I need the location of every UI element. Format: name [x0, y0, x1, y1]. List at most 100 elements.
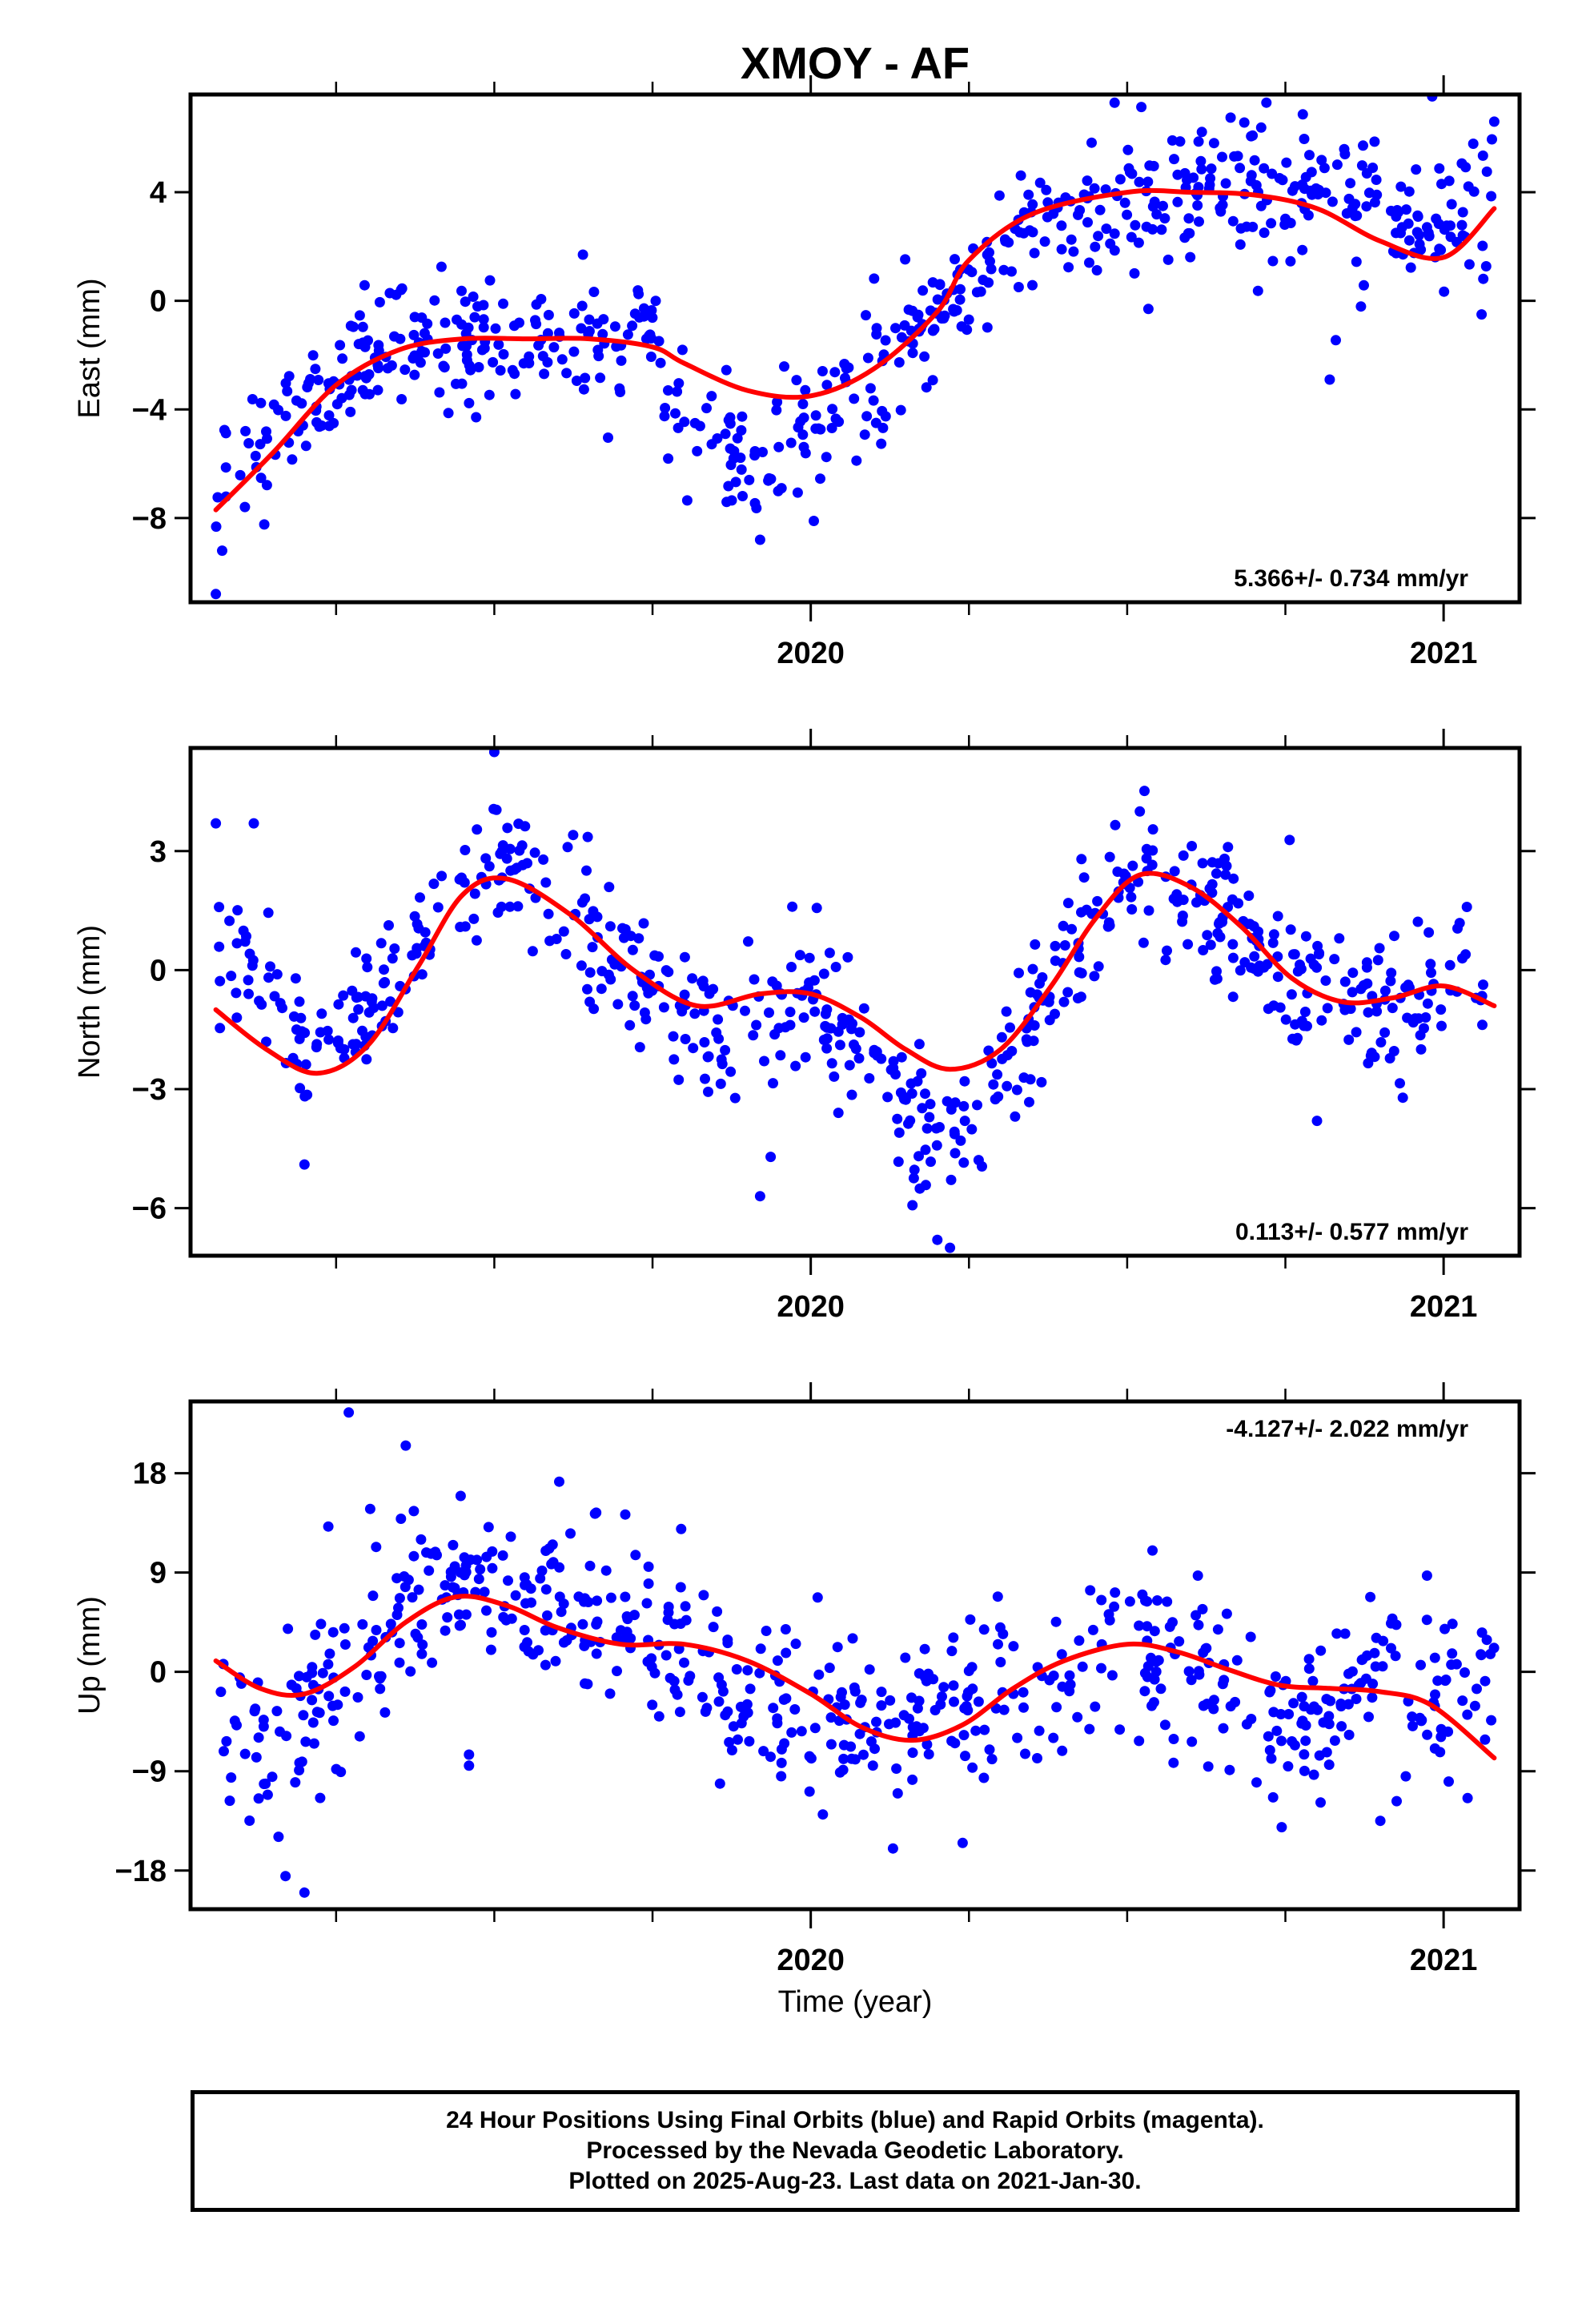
- data-point: [720, 428, 731, 440]
- data-point: [1138, 937, 1149, 948]
- data-point: [1186, 1675, 1197, 1686]
- data-point: [261, 480, 272, 491]
- data-point: [1235, 239, 1246, 250]
- data-point: [1142, 176, 1154, 187]
- data-point: [1486, 191, 1497, 202]
- data-point: [287, 454, 298, 465]
- data-point: [239, 501, 251, 513]
- data-point: [849, 1039, 859, 1050]
- data-point: [1197, 1603, 1208, 1614]
- data-point: [715, 1078, 726, 1089]
- data-point: [800, 384, 811, 396]
- data-point: [1322, 1003, 1333, 1014]
- data-point: [1422, 1729, 1433, 1740]
- data-point: [948, 1680, 959, 1691]
- data-point: [931, 1140, 942, 1151]
- data-point-outlier: [1476, 309, 1488, 320]
- data-point: [955, 1135, 966, 1146]
- data-point: [959, 1116, 970, 1127]
- data-point: [333, 999, 344, 1010]
- data-point: [351, 992, 362, 1003]
- data-point: [1090, 1701, 1101, 1712]
- data-point: [962, 324, 973, 336]
- data-point: [486, 1626, 497, 1638]
- data-point: [1105, 238, 1116, 249]
- data-point: [995, 1657, 1006, 1667]
- data-point: [621, 1632, 632, 1643]
- data-point: [738, 1711, 749, 1722]
- data-point: [921, 382, 932, 393]
- data-point: [247, 960, 258, 971]
- data-point: [576, 323, 587, 334]
- data-point: [310, 1629, 321, 1640]
- data-point: [589, 1508, 600, 1519]
- data-point: [1303, 1654, 1315, 1665]
- data-point: [1146, 1700, 1157, 1711]
- data-point: [712, 1606, 723, 1617]
- data-point: [663, 385, 673, 396]
- data-point: [1096, 1663, 1106, 1674]
- processing-note-box: 24 Hour Positions Using Final Orbits (bl…: [191, 2090, 1520, 2212]
- data-point: [290, 1777, 301, 1788]
- data-point: [692, 445, 703, 456]
- data-point: [1411, 164, 1422, 175]
- data-point: [838, 1753, 849, 1764]
- data-point: [1012, 1732, 1023, 1743]
- data-point: [317, 1667, 328, 1679]
- data-point: [1308, 1769, 1319, 1780]
- data-point: [1415, 1712, 1425, 1723]
- plot-area-east: [211, 94, 1500, 600]
- data-point: [471, 935, 482, 946]
- data-point: [439, 362, 450, 373]
- data-point: [789, 1704, 801, 1715]
- data-point: [792, 487, 803, 498]
- data-point: [724, 1737, 735, 1747]
- data-point: [700, 1073, 710, 1084]
- data-point: [1133, 237, 1144, 248]
- data-point: [827, 404, 838, 415]
- data-point: [1141, 843, 1152, 854]
- data-point: [934, 279, 946, 291]
- data-point: [904, 1713, 914, 1724]
- data-point: [865, 383, 876, 394]
- data-point: [255, 397, 267, 408]
- data-point: [767, 976, 778, 987]
- data-point: [994, 1622, 1006, 1633]
- data-point: [1122, 144, 1134, 155]
- data-point: [1457, 207, 1468, 218]
- data-point: [990, 1094, 1001, 1105]
- data-point: [540, 1584, 552, 1595]
- data-point: [728, 453, 739, 464]
- data-point: [212, 492, 223, 503]
- data-point: [699, 1037, 710, 1047]
- data-point: [834, 1039, 845, 1051]
- data-point: [273, 1831, 284, 1843]
- data-point: [1227, 215, 1239, 227]
- y-tick-label: −18: [115, 1855, 167, 1888]
- data-point: [1106, 1670, 1118, 1681]
- data-point: [1374, 943, 1385, 954]
- fit-curve-north: [213, 870, 1497, 1076]
- data-point: [576, 960, 587, 971]
- data-point: [1366, 1047, 1377, 1059]
- data-point: [1056, 220, 1067, 231]
- data-point: [1186, 841, 1198, 851]
- data-point: [1397, 1092, 1408, 1104]
- data-point: [740, 1005, 750, 1016]
- data-point: [456, 285, 467, 296]
- data-point: [1343, 1729, 1355, 1740]
- data-point: [993, 1638, 1003, 1650]
- data-point: [1143, 905, 1154, 916]
- data-point: [1447, 1618, 1458, 1630]
- data-point: [817, 366, 828, 376]
- data-point: [359, 279, 370, 291]
- data-point: [475, 1564, 486, 1575]
- data-point: [1064, 1670, 1075, 1681]
- data-point: [1207, 857, 1218, 868]
- data-point: [1468, 139, 1479, 149]
- data-point: [818, 1035, 829, 1045]
- data-point: [1421, 1614, 1432, 1626]
- data-point: [939, 310, 950, 321]
- data-point: [698, 1590, 709, 1601]
- data-point: [263, 907, 274, 919]
